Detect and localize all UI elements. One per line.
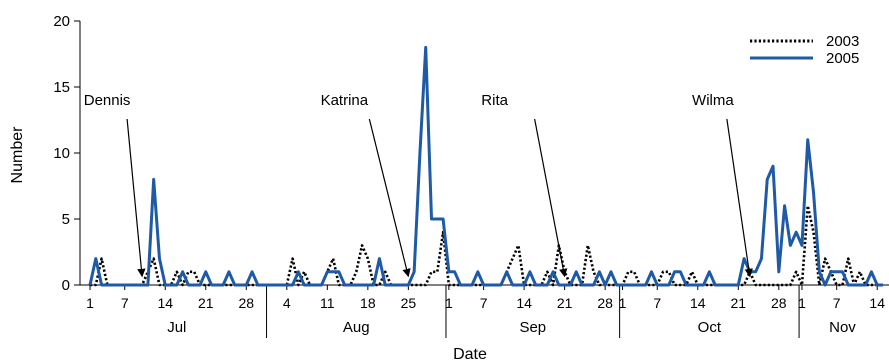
y-tick-label: 10 [53, 145, 70, 162]
annotation-label: Katrina [321, 92, 369, 109]
series-layer [88, 45, 883, 287]
annotation-label: Wilma [692, 92, 734, 109]
x-tick-label: 14 [157, 295, 173, 311]
x-tick-label: 14 [690, 295, 706, 311]
x-tick-label: 28 [771, 295, 787, 311]
month-label: Aug [343, 319, 370, 336]
x-tick-label: 7 [653, 295, 661, 311]
y-tick-label: 20 [53, 13, 70, 30]
legend-label-2005: 2005 [826, 50, 859, 67]
x-tick-label: 21 [198, 295, 214, 311]
y-tick-label: 15 [53, 79, 70, 96]
annotation-label: Rita [481, 92, 508, 109]
month-label: Oct [698, 319, 722, 336]
x-tick-label: 14 [516, 295, 532, 311]
x-tick-label: 18 [360, 295, 376, 311]
y-tick-label: 5 [62, 211, 70, 228]
annotation-arrow [368, 118, 411, 278]
x-axis-label: Date [453, 346, 487, 363]
series-2005-line [88, 45, 883, 287]
annotation-arrow [534, 118, 568, 278]
y-axis-label: Number [9, 126, 26, 184]
x-tick-label: 28 [238, 295, 254, 311]
x-tick-label: 21 [557, 295, 573, 311]
x-tick-label: 14 [869, 295, 885, 311]
x-tick-label: 28 [597, 295, 613, 311]
x-tick-label: 1 [619, 295, 627, 311]
x-tick-label: 7 [480, 295, 488, 311]
month-label: Nov [829, 319, 856, 336]
annotation-layer: Dennis Katrina Rita Wilma [84, 92, 753, 278]
x-tick-label: 1 [445, 295, 453, 311]
legend-label-2003: 2003 [826, 33, 859, 50]
x-tick-label: 25 [401, 295, 417, 311]
month-label: Sep [519, 319, 546, 336]
x-tick-label: 21 [731, 295, 747, 311]
annotation-arrow [126, 118, 146, 278]
x-tick-label: 1 [86, 295, 94, 311]
x-tick-label: 1 [798, 295, 806, 311]
x-tick-label: 11 [320, 295, 335, 311]
annotation-label: Dennis [84, 92, 131, 109]
annotation-arrow [726, 118, 753, 278]
x-tick-label: 4 [283, 295, 291, 311]
month-label: Jul [167, 319, 186, 336]
x-tick-label: 7 [833, 295, 841, 311]
y-tick-label: 0 [62, 277, 70, 294]
x-tick-label: 7 [121, 295, 129, 311]
